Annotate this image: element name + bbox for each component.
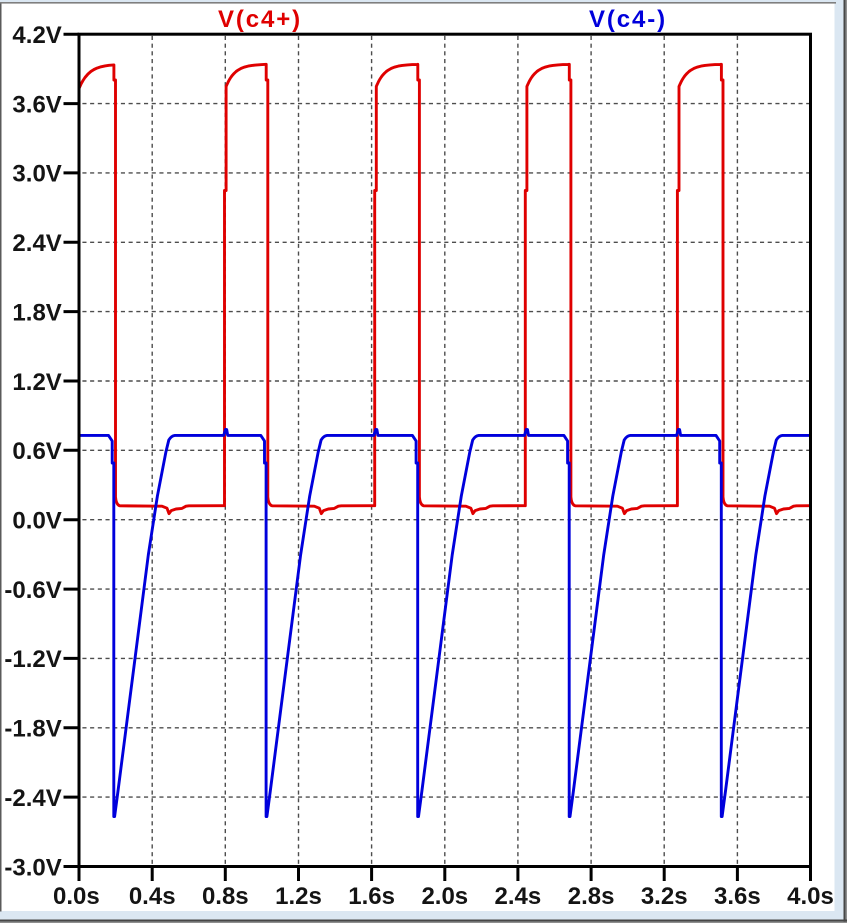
svg-text:1.6s: 1.6s bbox=[348, 883, 395, 910]
svg-text:0.6V: 0.6V bbox=[12, 438, 61, 465]
svg-text:2.0s: 2.0s bbox=[421, 883, 468, 910]
svg-text:2.4V: 2.4V bbox=[12, 230, 61, 257]
svg-text:-1.8V: -1.8V bbox=[4, 716, 61, 743]
svg-text:4.2V: 4.2V bbox=[12, 22, 61, 49]
svg-text:V(c4+): V(c4+) bbox=[218, 6, 302, 33]
svg-text:1.8V: 1.8V bbox=[12, 299, 61, 326]
svg-text:0.4s: 0.4s bbox=[129, 883, 176, 910]
svg-text:0.0V: 0.0V bbox=[12, 508, 61, 535]
svg-text:-3.0V: -3.0V bbox=[4, 854, 61, 881]
svg-text:3.6s: 3.6s bbox=[714, 883, 761, 910]
svg-text:4.0s: 4.0s bbox=[787, 883, 834, 910]
svg-text:-1.2V: -1.2V bbox=[4, 646, 61, 673]
svg-text:1.2V: 1.2V bbox=[12, 369, 61, 396]
svg-text:-2.4V: -2.4V bbox=[4, 785, 61, 812]
svg-text:2.8s: 2.8s bbox=[568, 883, 615, 910]
svg-text:1.2s: 1.2s bbox=[275, 883, 322, 910]
svg-text:3.0V: 3.0V bbox=[12, 161, 61, 188]
svg-text:3.2s: 3.2s bbox=[641, 883, 688, 910]
svg-text:3.6V: 3.6V bbox=[12, 91, 61, 118]
svg-text:-0.6V: -0.6V bbox=[4, 577, 61, 604]
svg-text:0.8s: 0.8s bbox=[202, 883, 249, 910]
svg-text:V(c4-): V(c4-) bbox=[589, 6, 667, 33]
svg-text:0.0s: 0.0s bbox=[53, 883, 100, 910]
svg-text:2.4s: 2.4s bbox=[495, 883, 542, 910]
